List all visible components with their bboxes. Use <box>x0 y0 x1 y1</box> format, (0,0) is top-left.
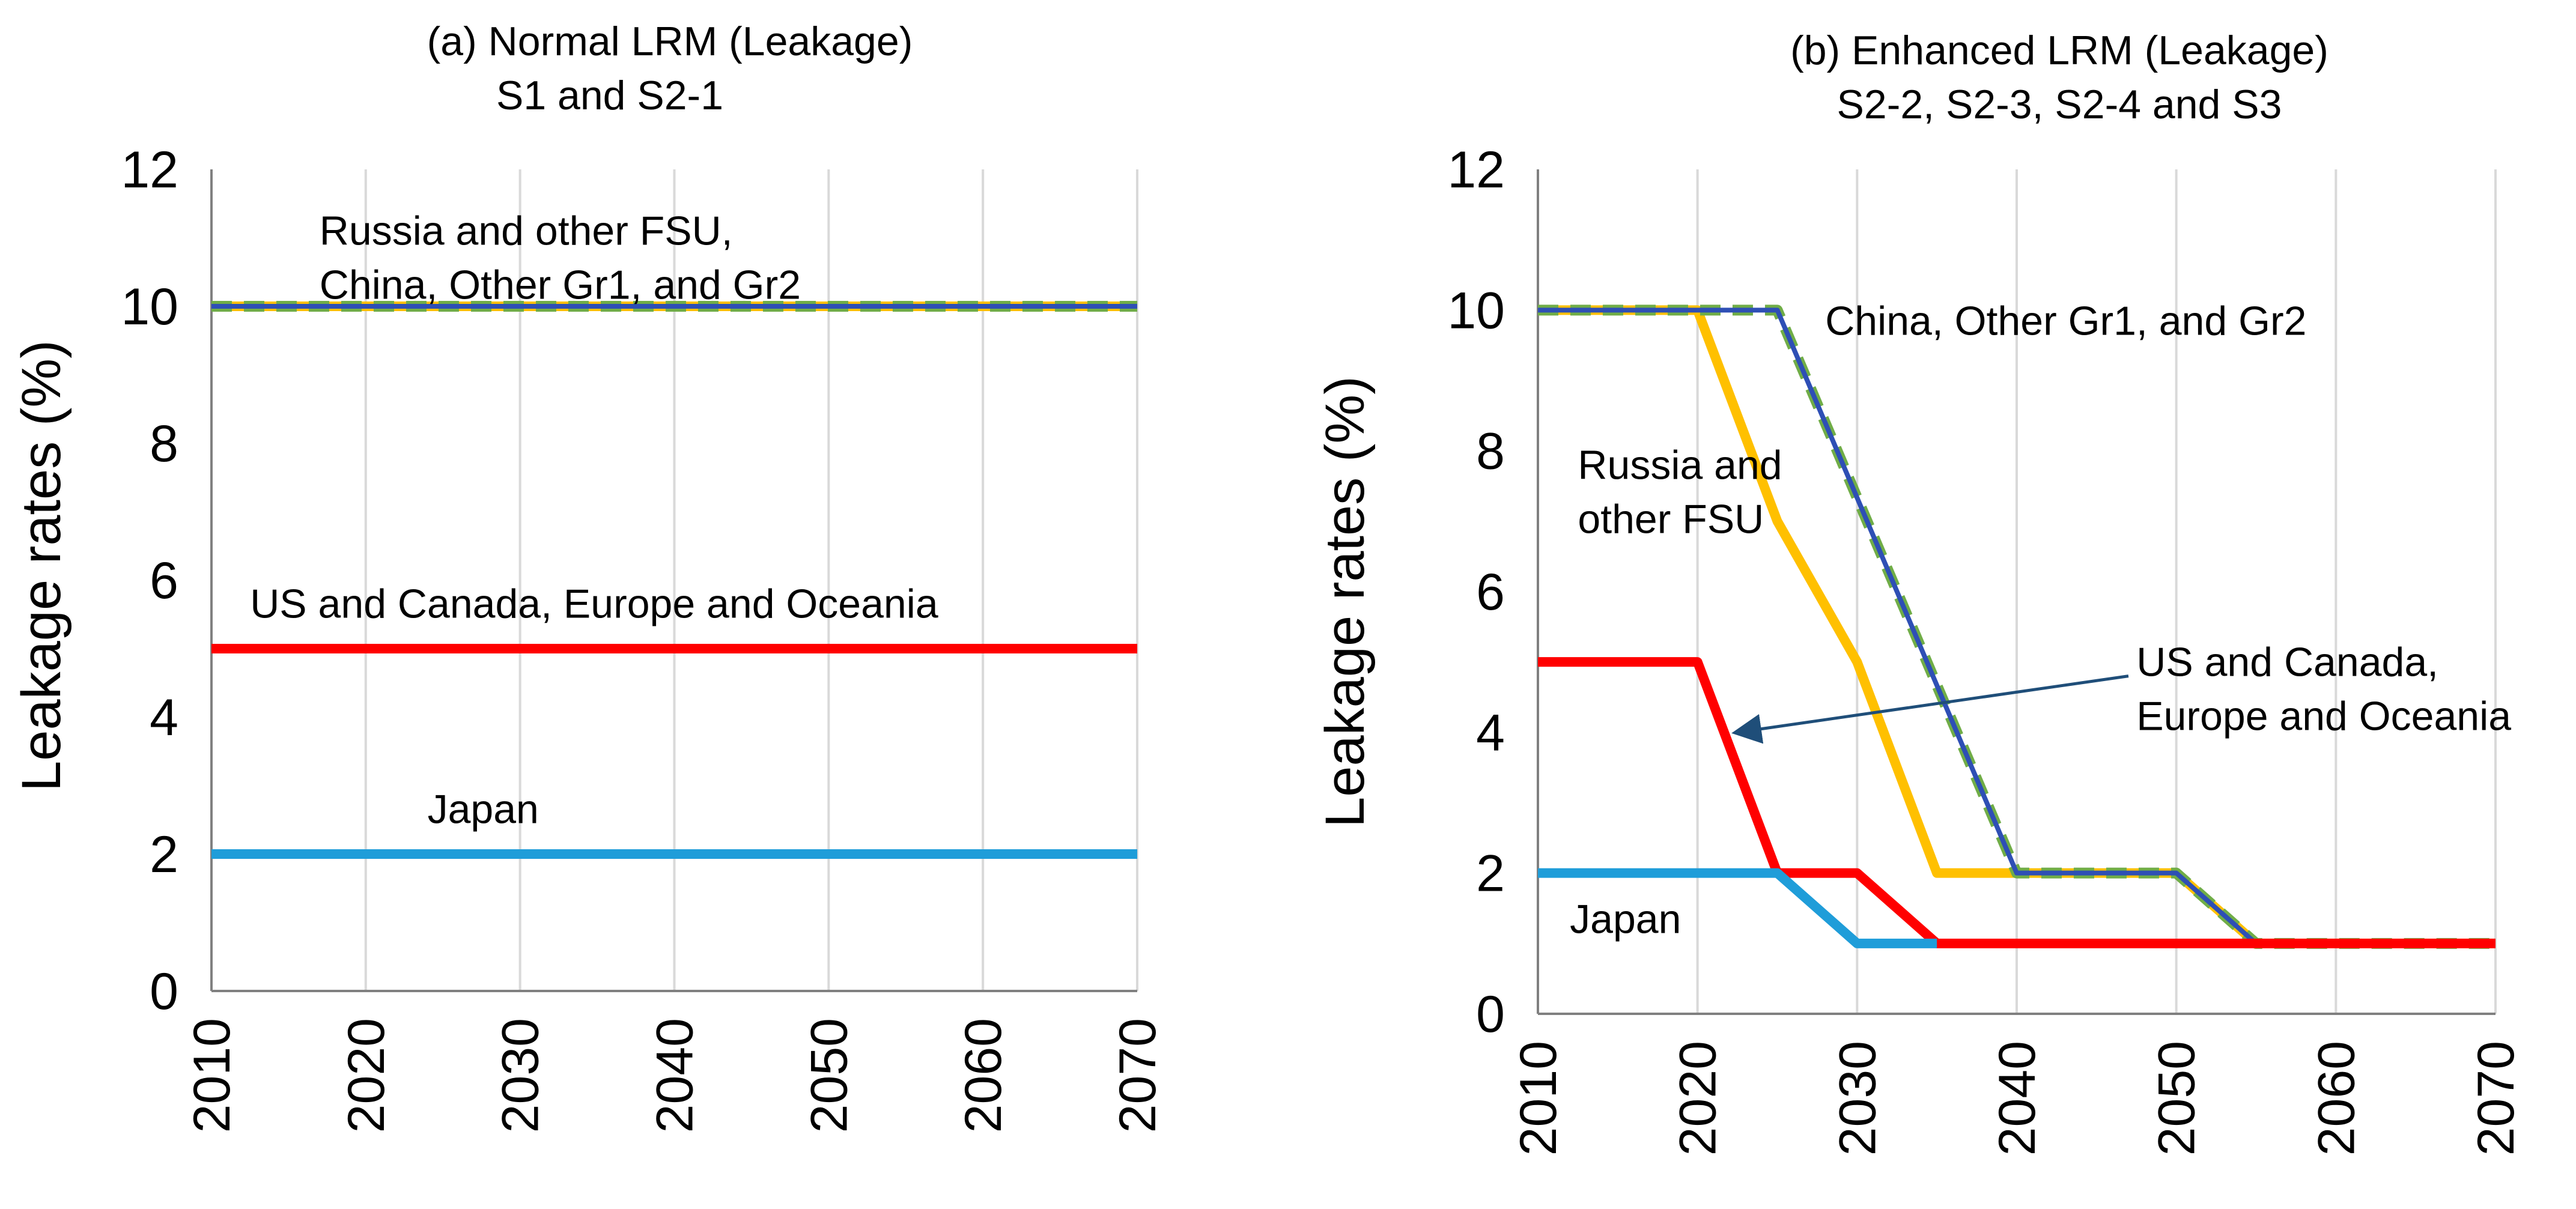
panel-b-series <box>1538 305 2496 949</box>
panel-a-x-tick-label: 2020 <box>338 1018 395 1133</box>
panel-b-x-tick-label: 2010 <box>1510 1041 1567 1156</box>
panel-a-title-line-2: S1 and S2-1 <box>496 73 723 118</box>
panel-a-x-ticks: 2010 2020 2030 2040 2050 2060 2070 <box>183 1018 1167 1133</box>
panel-a-x-tick-label: 2060 <box>955 1018 1012 1133</box>
panel-b-series-japan <box>1538 868 1937 948</box>
panel-b-x-tick-label: 2050 <box>2148 1041 2206 1156</box>
panel-a-x-tick-label: 2040 <box>646 1018 704 1133</box>
panel-a-y-ticks: 0 2 4 6 8 10 12 <box>121 141 178 1020</box>
panel-a-title-line-1: (a) Normal LRM (Leakage) <box>427 19 913 64</box>
panel-b-title-line-2: S2-2, S2-3, S2-4 and S3 <box>1837 82 2282 127</box>
panel-a: (a) Normal LRM (Leakage) S1 and S2-1 Lea… <box>11 19 1167 1133</box>
panel-b-y-tick-label: 2 <box>1476 845 1505 903</box>
panel-b-y-tick-label: 0 <box>1476 986 1505 1043</box>
panel-b-callout-arrow <box>1731 674 2129 744</box>
panel-b-x-tick-label: 2070 <box>2467 1041 2525 1156</box>
panel-a-annotation: Japan <box>428 787 539 832</box>
panel-a-x-tick-label: 2010 <box>183 1018 241 1133</box>
panel-b-y-tick-label: 10 <box>1447 282 1505 339</box>
panel-b: (b) Enhanced LRM (Leakage) S2-2, S2-3, S… <box>1314 28 2525 1156</box>
panel-b-x-ticks: 2010 2020 2030 2040 2050 2060 2070 <box>1510 1041 2525 1156</box>
panel-b-x-tick-label: 2020 <box>1669 1041 1727 1156</box>
panel-b-x-tick-label: 2040 <box>1988 1041 2046 1156</box>
panel-a-y-tick-label: 4 <box>150 689 178 747</box>
panel-a-y-tick-label: 6 <box>150 552 178 610</box>
panel-a-y-tick-label: 10 <box>121 278 178 336</box>
panel-b-y-ticks: 0 2 4 6 8 10 12 <box>1447 141 1505 1043</box>
panel-b-y-tick-label: 4 <box>1476 704 1505 762</box>
panel-a-y-axis-label: Leakage rates (%) <box>11 340 72 792</box>
panel-a-x-tick-label: 2050 <box>800 1018 858 1133</box>
panel-a-annotation: US and Canada, Europe and Oceania <box>250 581 938 627</box>
panel-b-y-axis-label: Leakage rates (%) <box>1314 376 1376 828</box>
panel-b-y-tick-label: 8 <box>1476 423 1505 480</box>
panel-b-x-tick-label: 2030 <box>1829 1041 1886 1156</box>
panel-b-annotation: Russia and other FSU <box>1578 443 1782 542</box>
panel-b-annotation: US and Canada, Europe and Oceania <box>2136 640 2511 739</box>
panel-b-series-us-and-canada-europe-and-oceania <box>1538 657 2496 948</box>
panel-b-annotation: Japan <box>1570 896 1681 942</box>
panel-a-x-tick-label: 2070 <box>1109 1018 1167 1133</box>
panel-a-annotations: Russia and other FSU, China, Other Gr1, a… <box>250 208 938 832</box>
panel-b-annotation: China, Other Gr1, and Gr2 <box>1825 298 2306 344</box>
panel-a-y-tick-label: 0 <box>150 963 178 1020</box>
panel-a-y-tick-label: 12 <box>121 141 178 199</box>
panel-a-series <box>211 301 1137 859</box>
panel-b-arrow-line <box>1731 674 2129 744</box>
panel-a-y-tick-label: 2 <box>150 826 178 883</box>
panel-a-x-tick-label: 2030 <box>492 1018 550 1133</box>
panel-a-annotation: Russia and other FSU, China, Other Gr1, a… <box>320 208 801 308</box>
panel-b-annotations: China, Other Gr1, and Gr2 Russia and other… <box>1570 298 2511 942</box>
panel-b-title-line-1: (b) Enhanced LRM (Leakage) <box>1790 28 2328 73</box>
panel-b-y-tick-label: 6 <box>1476 563 1505 621</box>
panel-b-x-tick-label: 2060 <box>2307 1041 2365 1156</box>
panel-b-y-tick-label: 12 <box>1447 141 1505 199</box>
panel-a-y-tick-label: 8 <box>150 415 178 473</box>
